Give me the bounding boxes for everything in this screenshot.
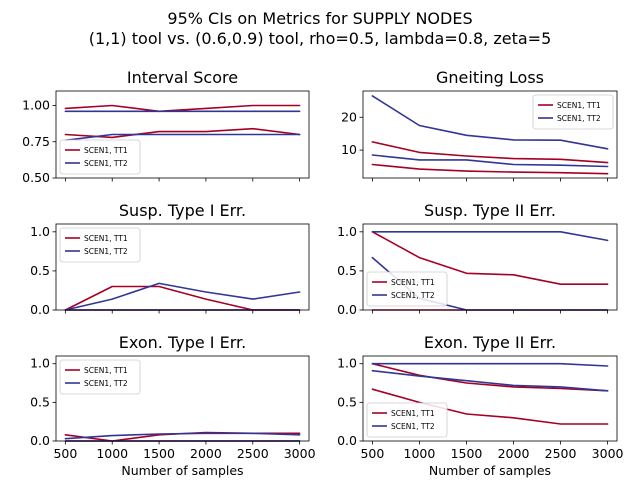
y-tick-label: 20 [341,109,357,124]
axes-frame [362,355,618,442]
series-line-1 [64,285,301,311]
panel-title: Exon. Type I Err. [119,333,246,352]
legend-label: SCEN1, TT2 [557,114,601,123]
legend-label: SCEN1, TT1 [84,234,128,243]
figure-title-line2: (1,1) tool vs. (0.6,0.9) tool, rho=0.5, … [89,29,552,48]
x-tick-label: 1000 [404,446,436,461]
axes-frame [55,223,310,311]
panel-title: Susp. Type II Err. [424,201,556,220]
x-tick-label: 500 [53,446,77,461]
series-line-4 [64,133,301,142]
series-line-2 [64,127,301,139]
series-line-1 [371,362,609,392]
legend-label: SCEN1, TT2 [391,291,435,300]
legend-box [366,271,448,307]
x-tick-label: 500 [360,446,384,461]
x-tick-label: 1500 [143,446,175,461]
legend-box [59,227,141,263]
series-line-4 [371,154,609,168]
legend-box [366,402,448,438]
legend-box [59,139,141,175]
y-tick-label: 0.50 [22,170,50,185]
axes-frame [55,90,310,179]
y-tick-label: 1.00 [22,98,50,113]
series-line-3 [64,432,301,440]
series-line-3 [371,231,609,242]
x-tick-label: 1500 [451,446,483,461]
legend-label: SCEN1, TT1 [84,366,128,375]
panel-6: Exon. Type II Err. 0.0 0.5 1.0 500 1000 1500 20… [337,333,623,478]
y-tick-label: 0.5 [337,263,357,278]
legend-label: SCEN1, TT2 [84,247,128,256]
legend: SCEN1, TT1 SCEN1, TT2 [366,402,448,438]
legend: SCEN1, TT1 SCEN1, TT2 [59,359,141,395]
panel-title: Exon. Type II Err. [424,333,556,352]
x-tick-label: 1000 [96,446,128,461]
series-line-3 [371,95,609,150]
legend-label: SCEN1, TT1 [391,278,435,287]
y-tick-label: 0.5 [337,394,357,409]
legend-label: SCEN1, TT2 [391,422,435,431]
x-tick-label: 3000 [284,446,316,461]
y-tick-label: 1.0 [30,356,50,371]
y-tick-label: 0.0 [337,433,357,448]
x-tick-label: 2500 [237,446,269,461]
y-tick-label: 0.75 [22,134,50,149]
panel-title: Interval Score [127,68,238,87]
axes-frame [362,90,618,179]
legend-box [59,359,141,395]
legend-label: SCEN1, TT2 [84,379,128,388]
y-tick-label: 0.5 [30,263,50,278]
x-tick-label: 2000 [498,446,530,461]
y-tick-label: 0.0 [30,302,50,317]
series-line-3 [371,362,609,367]
legend: SCEN1, TT1 SCEN1, TT2 [532,94,614,130]
y-tick-label: 0.5 [30,394,50,409]
series-line-2 [371,388,609,425]
series-line-1 [371,231,609,286]
legend-label: SCEN1, TT1 [84,146,128,155]
series-line-2 [371,163,609,175]
x-tick-label: 2500 [545,446,577,461]
legend-box [532,94,614,130]
legend-label: SCEN1, TT1 [391,409,435,418]
series-line-1 [64,104,301,113]
y-tick-label: 1.0 [337,356,357,371]
y-tick-label: 1.0 [30,224,50,239]
axes-frame [55,355,310,442]
y-tick-label: 1.0 [337,224,357,239]
series-line-4 [371,369,609,392]
panel-3: Susp. Type I Err.0.00.51.0 SCEN1, TT1SCEN… [30,201,310,317]
y-tick-label: 0.0 [30,433,50,448]
panel-5: Exon. Type I Err. 0.0 0.5 1.0 500 1000 1500 200… [30,333,315,478]
axes-frame [362,223,618,311]
legend: SCEN1, TT1 SCEN1, TT2 [59,227,141,263]
x-tick-label: 2000 [190,446,222,461]
legend: SCEN1, TT1 SCEN1, TT2 [59,139,141,175]
series-line-1 [371,141,609,164]
panel-title: Susp. Type I Err. [119,201,246,220]
x-axis-label: Number of samples [121,463,243,478]
x-tick-label: 3000 [592,446,624,461]
x-axis-label: Number of samples [429,463,551,478]
legend: SCEN1, TT1 SCEN1, TT2 [366,271,448,307]
panel-2: Gneiting Loss 10 20 SCEN1, TT1 SCEN1, TT2 [341,68,618,182]
legend-label: SCEN1, TT2 [84,159,128,168]
y-tick-label: 0.0 [337,302,357,317]
figure-title-line1: 95% CIs on Metrics for SUPPLY NODES [167,9,472,28]
legend-label: SCEN1, TT1 [557,101,601,110]
panel-title: Gneiting Loss [436,68,544,87]
y-tick-label: 10 [341,142,357,157]
series-line-3 [64,282,301,311]
